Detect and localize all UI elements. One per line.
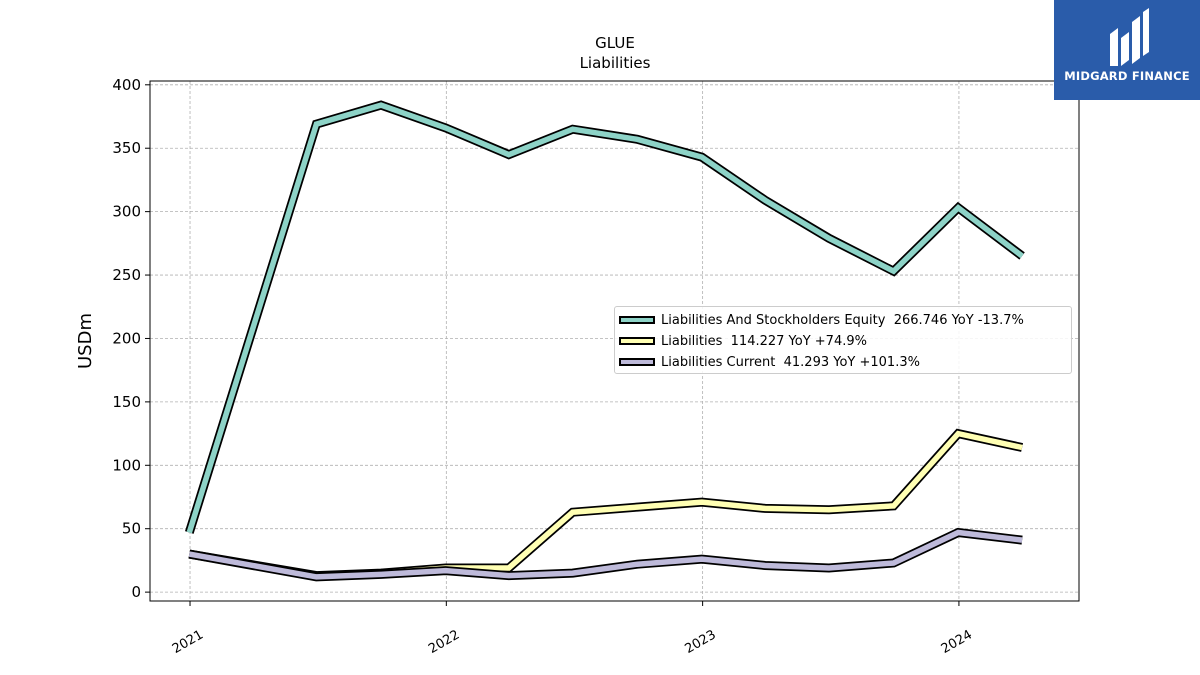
y-tick-label: 100 [112,456,141,474]
y-axis: 0 50 100 150 200 250 300 350 400 [112,76,150,601]
series-line [188,529,1023,580]
chart-subtitle: Liabilities [580,54,651,72]
series-3 [188,527,1023,582]
x-tick-label: 2021 [170,627,206,657]
chart-legend: Liabilities And Stockholders Equity 266.… [614,306,1072,374]
legend-series-name: Liabilities And Stockholders Equity [661,312,886,328]
series-line [186,102,1024,534]
legend-series-value: 41.293 YoY +101.3% [783,354,920,370]
legend-series-value: 114.227 YoY +74.9% [730,333,867,349]
y-tick-label: 250 [112,266,141,284]
legend-item: Liabilities Current 41.293 YoY +101.3% [619,352,920,372]
y-tick-label: 50 [122,520,141,538]
brand-name: MIDGARD FINANCE [1064,69,1190,83]
legend-series-value: 266.746 YoY -13.7% [893,312,1024,328]
y-tick-label: 150 [112,393,141,411]
legend-series-name: Liabilities Current [661,354,776,370]
brand-logo: MIDGARD FINANCE [1054,0,1200,100]
x-tick-label: 2022 [426,627,462,657]
x-tick-label: 2024 [939,627,975,657]
y-tick-label: 400 [112,76,141,94]
midgard-logo-icon [1110,8,1149,66]
legend-swatch [619,358,655,366]
y-tick-label: 300 [112,203,141,221]
legend-swatch [619,337,655,345]
x-tick-label: 2023 [682,627,718,657]
legend-swatch [619,316,655,324]
legend-series-name: Liabilities [661,333,723,349]
series-lines [185,100,1025,582]
chart-title: GLUE [595,34,635,52]
series-2 [188,428,1024,581]
y-tick-label: 350 [112,139,141,157]
series-1 [185,100,1025,534]
plot-frame [149,80,1080,602]
x-axis: 2021 2022 2023 2024 [170,601,975,657]
series-line [188,430,1023,579]
y-tick-label: 0 [131,583,141,601]
legend-item: Liabilities And Stockholders Equity 266.… [619,310,1024,330]
y-axis-label: USDm [75,313,96,369]
y-tick-label: 200 [112,329,141,347]
legend-item: Liabilities 114.227 YoY +74.9% [619,331,867,351]
